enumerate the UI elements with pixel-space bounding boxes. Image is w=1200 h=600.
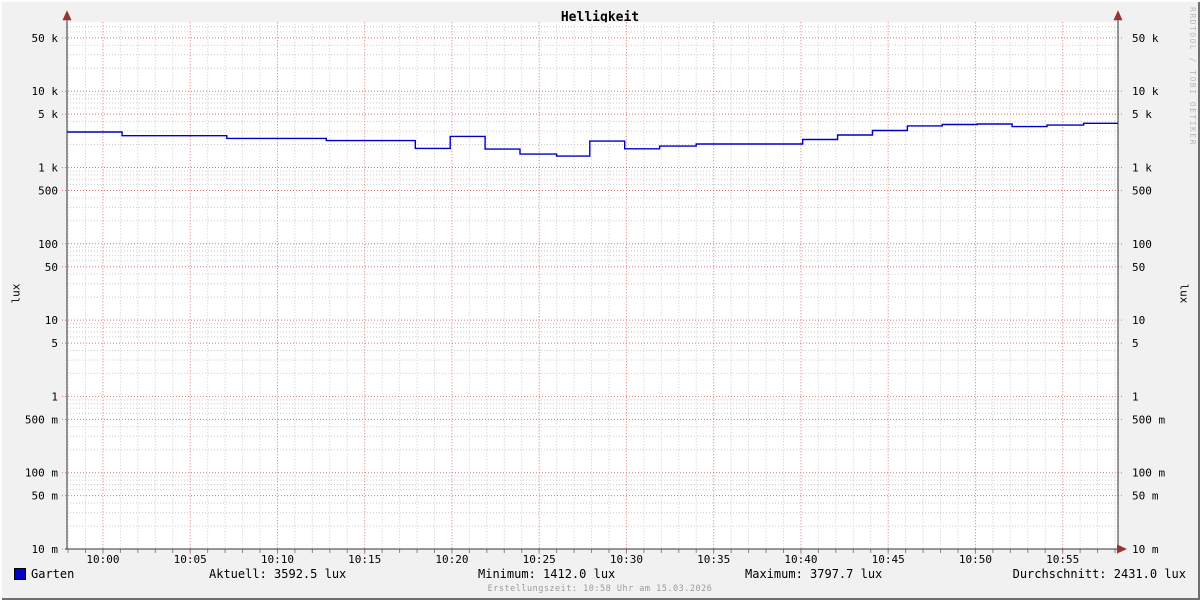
tick-label: 10:15 [348,553,381,566]
tick-label: 10 k [1132,85,1159,98]
tick-label: 1 [51,390,58,403]
creation-time-note: Erstellungszeit: 10:58 Uhr am 15.03.2026 [487,584,713,594]
series-line-garten [67,122,1118,157]
tick-label: 10:10 [261,553,294,566]
tick-label: 5 [51,337,58,350]
tick-label: 500 [1132,184,1152,197]
tick-label: 10:05 [174,553,207,566]
series-lines [67,122,1118,157]
tick-label: 5 k [1132,108,1152,121]
tick-label: 10 [45,314,58,327]
tick-label: 10:55 [1046,553,1079,566]
rrdtool-watermark: RRDTOOL / TOBI OETIKER [1188,7,1197,146]
tick-label: 50 k [32,32,59,45]
tick-label: 50 m [32,490,59,503]
tick-label: 10 [1132,314,1145,327]
tick-label: 1 [1132,390,1139,403]
tick-label: 10:00 [86,553,119,566]
tick-label: 10:45 [872,553,905,566]
tick-label: 5 [1132,337,1139,350]
tick-label: 10:30 [610,553,643,566]
axis-tick-labels: 10 m 10 m 50 m 50 m 100 m 100 m 500 m 500 m 1 1 5 5… [25,32,1166,566]
tick-label: 50 m [1132,490,1159,503]
tick-label: 10 k [32,85,59,98]
chart-title: Helligkeit [560,10,640,25]
tick-label: 100 m [1132,467,1165,480]
tick-label: 5 k [38,108,58,121]
y-axis-arrow-left [62,10,72,21]
tick-label: 10:40 [784,553,817,566]
tick-label: 500 m [25,413,58,426]
tick-label: 50 [45,261,58,274]
y-axis-label-left: lux [9,283,23,304]
tick-label: 100 m [25,467,58,480]
axes [62,10,1127,554]
tick-label: 500 m [1132,413,1165,426]
tick-label: 100 [38,238,58,251]
tick-label: 500 [38,184,58,197]
tick-label: 1 k [1132,162,1152,175]
tick-label: 10:25 [523,553,556,566]
tick-label: 10:50 [959,553,992,566]
grid-minor [67,24,1118,549]
tick-label: 1 k [38,162,58,175]
tick-label: 10:20 [435,553,468,566]
tick-label: 10 m [1132,543,1159,556]
y-axis-arrow-right [1113,10,1123,21]
x-axis-arrow [1117,544,1127,554]
tick-label: 10 m [32,543,59,556]
x-minor-ticks [67,549,1116,553]
tick-label: 50 k [1132,32,1159,45]
tick-label: 100 [1132,238,1152,251]
y-axis-label-right: lux [1177,283,1191,304]
tick-label: 50 [1132,261,1145,274]
tick-label: 10:35 [697,553,730,566]
